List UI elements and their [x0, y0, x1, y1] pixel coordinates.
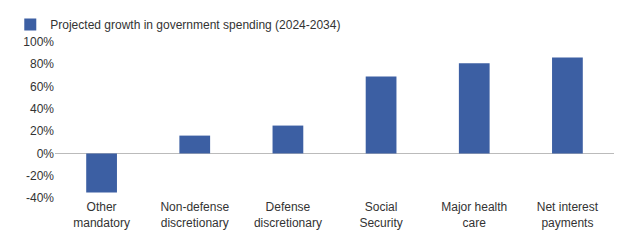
svg-text:-40%: -40%: [26, 191, 54, 205]
svg-text:Net interestpayments: Net interestpayments: [537, 200, 599, 230]
svg-text:60%: 60%: [30, 80, 54, 94]
svg-text:SocialSecurity: SocialSecurity: [359, 200, 402, 230]
svg-text:Projected growth in government: Projected growth in government spending …: [50, 18, 340, 32]
svg-text:Non-defensediscretionary: Non-defensediscretionary: [160, 200, 229, 230]
svg-text:100%: 100%: [23, 35, 54, 49]
svg-text:80%: 80%: [30, 57, 54, 71]
svg-text:-20%: -20%: [26, 169, 54, 183]
svg-text:Othermandatory: Othermandatory: [73, 200, 130, 230]
svg-text:20%: 20%: [30, 124, 54, 138]
svg-text:0%: 0%: [37, 147, 55, 161]
svg-text:Defensediscretionary: Defensediscretionary: [254, 200, 322, 230]
svg-text:40%: 40%: [30, 102, 54, 116]
svg-text:Major healthcare: Major healthcare: [441, 200, 507, 230]
